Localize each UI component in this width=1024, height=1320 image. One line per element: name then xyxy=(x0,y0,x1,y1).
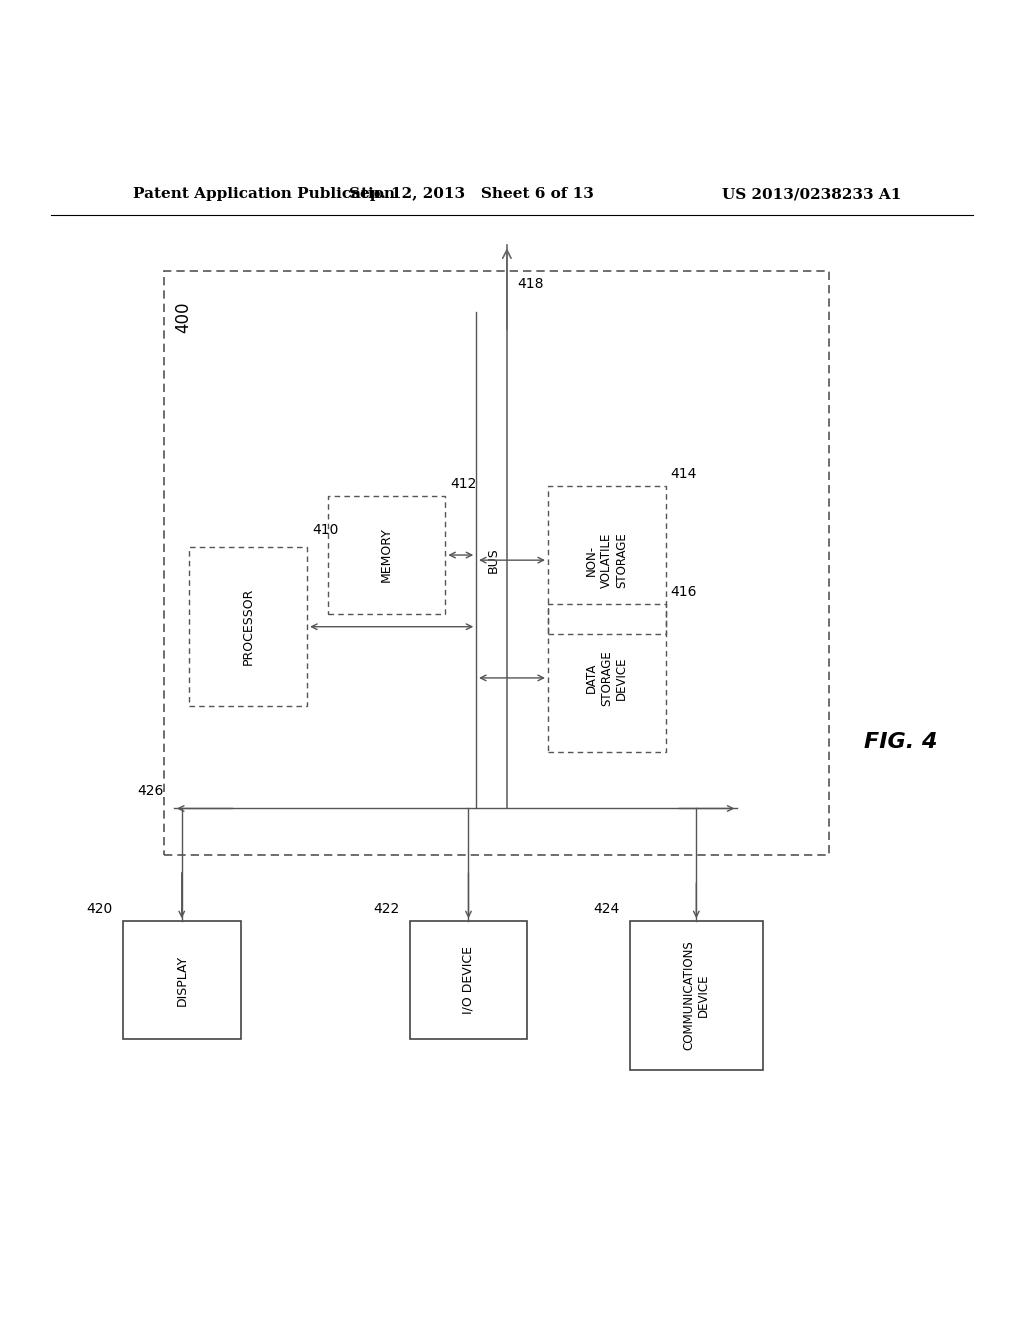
Text: DISPLAY: DISPLAY xyxy=(175,954,188,1006)
Text: 426: 426 xyxy=(137,784,164,799)
Text: DATA
STORAGE
DEVICE: DATA STORAGE DEVICE xyxy=(586,649,628,706)
Text: Sep. 12, 2013   Sheet 6 of 13: Sep. 12, 2013 Sheet 6 of 13 xyxy=(348,187,594,201)
Text: 410: 410 xyxy=(312,523,339,537)
Text: MEMORY: MEMORY xyxy=(380,528,393,582)
Text: PROCESSOR: PROCESSOR xyxy=(242,587,255,665)
Text: 418: 418 xyxy=(517,277,544,292)
Text: Patent Application Publication: Patent Application Publication xyxy=(133,187,395,201)
Text: FIG. 4: FIG. 4 xyxy=(864,731,938,752)
Text: 414: 414 xyxy=(671,467,697,480)
Text: BUS: BUS xyxy=(486,548,500,573)
Text: 424: 424 xyxy=(593,902,620,916)
FancyBboxPatch shape xyxy=(123,921,241,1039)
Text: I/O DEVICE: I/O DEVICE xyxy=(462,946,475,1014)
Text: COMMUNICATIONS
DEVICE: COMMUNICATIONS DEVICE xyxy=(682,940,711,1051)
Text: NON-
VOLATILE
STORAGE: NON- VOLATILE STORAGE xyxy=(586,532,628,587)
Text: 420: 420 xyxy=(86,902,113,916)
Text: 416: 416 xyxy=(671,585,697,598)
Text: 400: 400 xyxy=(174,301,193,333)
Text: US 2013/0238233 A1: US 2013/0238233 A1 xyxy=(722,187,901,201)
FancyBboxPatch shape xyxy=(630,921,763,1069)
FancyBboxPatch shape xyxy=(410,921,527,1039)
Text: 412: 412 xyxy=(451,477,477,491)
Text: 422: 422 xyxy=(373,902,399,916)
